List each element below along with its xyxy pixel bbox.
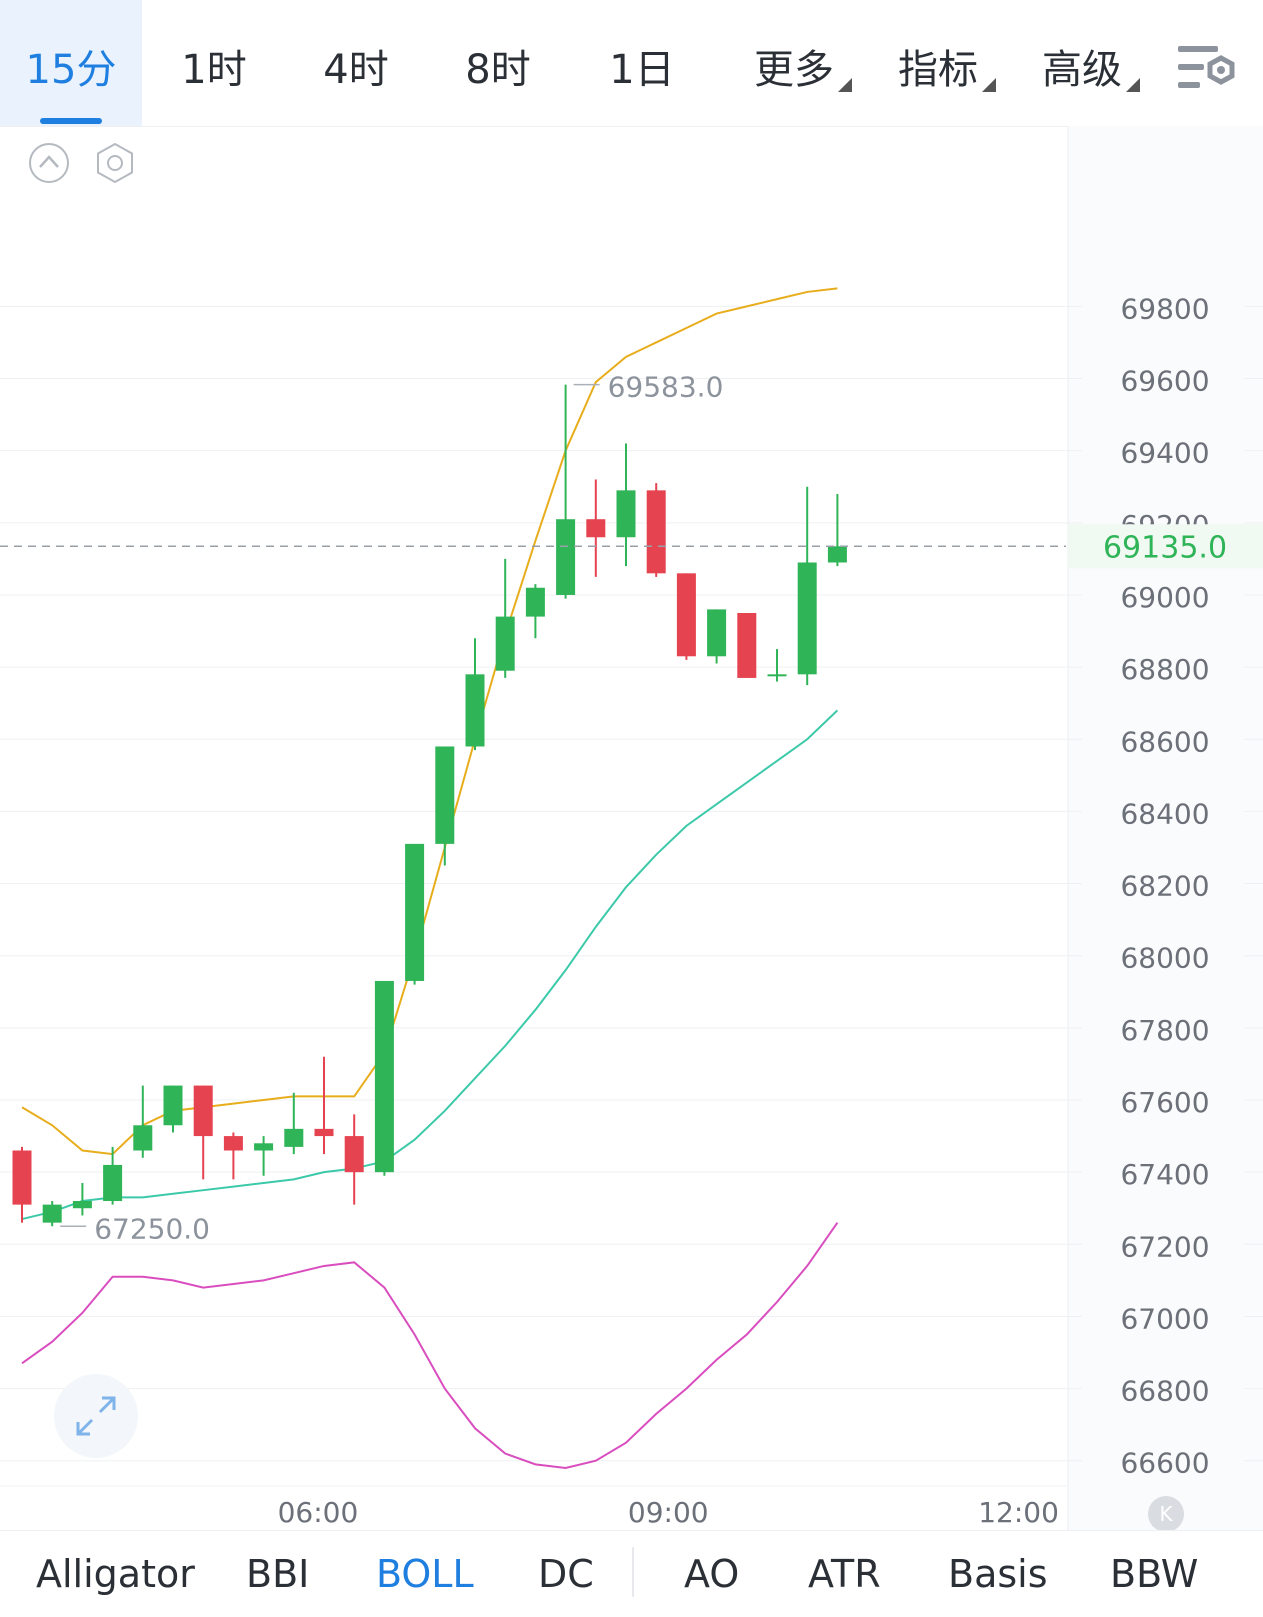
- chart-settings-icon[interactable]: [1178, 44, 1236, 94]
- indicator-bbw[interactable]: BBW: [1110, 1552, 1199, 1596]
- tab-8h[interactable]: 8时: [448, 0, 548, 126]
- candle-up: [495, 616, 515, 671]
- candle-up: [827, 546, 847, 563]
- candle-up: [465, 674, 485, 747]
- candle-down: [12, 1150, 32, 1205]
- candle-up: [163, 1085, 183, 1126]
- y-tick-label: 66600: [1120, 1447, 1209, 1480]
- x-tick-label: 09:00: [628, 1496, 709, 1529]
- dropdown-triangle-icon: [838, 78, 852, 92]
- y-tick-label: 68600: [1120, 725, 1209, 758]
- max-price-label: 69583.0: [608, 371, 724, 404]
- menu-more-label: 更多: [754, 47, 834, 93]
- dropdown-triangle-icon: [982, 78, 996, 92]
- candle-up: [405, 843, 425, 981]
- y-tick-label: 68200: [1120, 870, 1209, 903]
- candle-up: [767, 674, 787, 677]
- tab-15m[interactable]: 15分: [0, 0, 142, 126]
- indicator-bar: Alligator BBI BOLL DC AO ATR Basis BBW: [0, 1530, 1263, 1613]
- y-tick-label: 69800: [1120, 292, 1209, 325]
- indicator-basis[interactable]: Basis: [948, 1552, 1048, 1596]
- expand-arrows-icon: [76, 1396, 116, 1436]
- indicator-divider: [632, 1547, 634, 1597]
- min-price-label: 67250.0: [94, 1212, 210, 1245]
- candle-down: [646, 490, 666, 574]
- candle-up: [707, 609, 727, 657]
- tab-1h-label: 1时: [181, 47, 247, 93]
- y-tick-label: 67800: [1120, 1014, 1209, 1047]
- candle-up: [72, 1201, 92, 1209]
- boll-middle-band: [21, 709, 839, 1221]
- price-axis-panel: [1068, 126, 1263, 1530]
- y-tick-label: 68000: [1120, 942, 1209, 975]
- boll-upper-band: [21, 287, 838, 1156]
- menu-indicators-label: 指标: [898, 47, 978, 93]
- candle-down: [223, 1136, 243, 1151]
- y-tick-label: 67000: [1120, 1302, 1209, 1335]
- x-tick-label: 12:00: [978, 1496, 1059, 1529]
- active-tab-indicator: [40, 118, 102, 124]
- candle-up: [435, 746, 455, 844]
- menu-indicators[interactable]: 指标: [882, 0, 996, 126]
- indicator-atr[interactable]: ATR: [808, 1552, 881, 1596]
- collapse-up-icon[interactable]: [28, 142, 70, 184]
- x-tick-label: 06:00: [278, 1496, 359, 1529]
- settings-hexagon-icon[interactable]: [94, 142, 136, 184]
- indicator-alligator[interactable]: Alligator: [36, 1552, 195, 1596]
- y-tick-label: 67600: [1120, 1086, 1209, 1119]
- indicator-bbi[interactable]: BBI: [246, 1552, 310, 1596]
- tab-1d-label: 1日: [609, 47, 675, 93]
- y-tick-label: 66800: [1120, 1375, 1209, 1408]
- candle-up: [103, 1164, 123, 1202]
- last-price-label-bg: [1068, 524, 1263, 569]
- last-price-label: 69135.0: [1103, 530, 1227, 565]
- y-tick-label: 69400: [1120, 437, 1209, 470]
- candle-down: [737, 613, 757, 678]
- y-tick-label: 69600: [1120, 365, 1209, 398]
- candle-up: [525, 587, 545, 617]
- candle-down: [676, 573, 696, 657]
- indicator-dc[interactable]: DC: [538, 1552, 594, 1596]
- y-tick-label: 67200: [1120, 1230, 1209, 1263]
- tab-8h-label: 8时: [465, 47, 531, 93]
- candle-up: [797, 562, 817, 675]
- menu-advanced[interactable]: 高级: [1026, 0, 1140, 126]
- boll-lower-band: [21, 1222, 839, 1469]
- indicator-ao[interactable]: AO: [684, 1552, 740, 1596]
- candle-up: [374, 980, 394, 1173]
- candle-up: [284, 1128, 304, 1147]
- candlestick-chart[interactable]: 6980069600694006920069000688006860068400…: [0, 126, 1263, 1530]
- candle-up: [556, 519, 576, 595]
- tab-4h[interactable]: 4时: [306, 0, 406, 126]
- fullscreen-button[interactable]: [54, 1374, 138, 1458]
- y-tick-label: 69000: [1120, 581, 1209, 614]
- indicator-boll[interactable]: BOLL: [376, 1552, 474, 1596]
- tab-4h-label: 4时: [323, 47, 389, 93]
- candle-down: [314, 1128, 334, 1137]
- candle-up: [133, 1125, 153, 1151]
- candle-up: [42, 1204, 62, 1223]
- y-tick-label: 67400: [1120, 1158, 1209, 1191]
- y-tick-label: 68800: [1120, 653, 1209, 686]
- tab-15m-label: 15分: [25, 47, 117, 93]
- candle-down: [586, 519, 606, 538]
- y-tick-label: 68400: [1120, 797, 1209, 830]
- tab-1d[interactable]: 1日: [592, 0, 692, 126]
- timeframe-bar: 15分 1时 4时 8时 1日 更多 指标 高级: [0, 0, 1263, 127]
- dropdown-triangle-icon: [1126, 78, 1140, 92]
- candle-up: [254, 1143, 274, 1151]
- menu-advanced-label: 高级: [1042, 47, 1122, 93]
- tab-1h[interactable]: 1时: [164, 0, 264, 126]
- scroll-to-latest-button[interactable]: K: [1148, 1496, 1184, 1532]
- candle-down: [344, 1136, 364, 1173]
- candle-up: [616, 490, 636, 538]
- menu-more[interactable]: 更多: [738, 0, 852, 126]
- candle-down: [193, 1085, 213, 1137]
